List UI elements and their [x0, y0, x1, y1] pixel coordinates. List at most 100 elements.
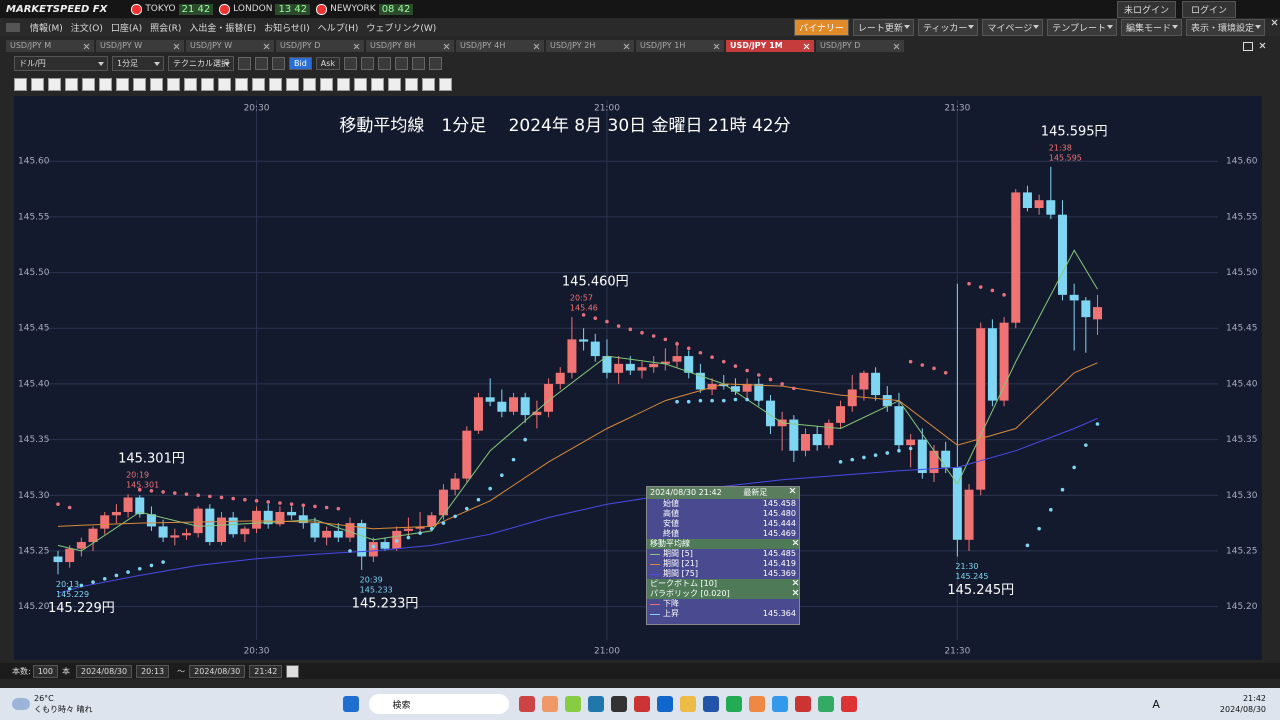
- close-icon[interactable]: [443, 43, 450, 50]
- from-date[interactable]: 2024/08/30: [75, 664, 133, 678]
- login-button[interactable]: ログイン: [1181, 0, 1236, 18]
- draw-tool-icon[interactable]: [354, 77, 367, 91]
- draw-tool-icon[interactable]: [201, 77, 214, 91]
- draw-tool-icon[interactable]: [14, 77, 27, 91]
- app-icon[interactable]: [656, 696, 673, 712]
- tool-icon[interactable]: [412, 57, 426, 70]
- draw-tool-icon[interactable]: [82, 77, 95, 91]
- draw-tool-icon[interactable]: [269, 77, 282, 91]
- chart-tab[interactable]: USD/JPY 4H: [456, 40, 544, 52]
- draw-tool-icon[interactable]: [65, 77, 78, 91]
- menu-button[interactable]: 表示・環境設定: [1185, 19, 1265, 36]
- draw-tool-icon[interactable]: [286, 77, 299, 91]
- close-icon[interactable]: [1259, 42, 1266, 49]
- close-icon[interactable]: [533, 43, 540, 50]
- tool-icon[interactable]: [395, 57, 409, 70]
- close-icon[interactable]: [792, 539, 799, 546]
- technical-select[interactable]: テクニカル選択: [168, 56, 234, 71]
- tool-icon[interactable]: [255, 57, 268, 70]
- search-box[interactable]: 検索: [368, 694, 509, 714]
- tool-icon[interactable]: [272, 57, 285, 70]
- chart-tab[interactable]: USD/JPY D: [276, 40, 364, 52]
- timeframe-select[interactable]: 1分足: [112, 56, 164, 71]
- close-icon[interactable]: [792, 579, 799, 586]
- chart-tab[interactable]: USD/JPY 2H: [546, 40, 634, 52]
- tool-icon[interactable]: [344, 57, 358, 70]
- menu-item[interactable]: 照会(R): [150, 24, 182, 34]
- ime-indicator[interactable]: A: [1152, 697, 1160, 711]
- draw-tool-icon[interactable]: [116, 77, 129, 91]
- app-icon[interactable]: [748, 696, 765, 712]
- close-icon[interactable]: [83, 43, 90, 50]
- bid-button[interactable]: Bid: [289, 57, 312, 70]
- pair-select[interactable]: ドル/円: [14, 56, 108, 71]
- draw-tool-icon[interactable]: [320, 77, 333, 91]
- draw-tool-icon[interactable]: [405, 77, 418, 91]
- chart-tab[interactable]: USD/JPY W: [96, 40, 184, 52]
- menu-item[interactable]: ウェブリンク(W): [366, 24, 437, 34]
- app-icon[interactable]: [817, 696, 834, 712]
- close-icon[interactable]: [173, 43, 180, 50]
- maximize-icon[interactable]: [1243, 41, 1253, 51]
- menu-item[interactable]: 情報(M): [30, 24, 63, 34]
- tool-icon[interactable]: [238, 57, 251, 70]
- app-icon[interactable]: [587, 696, 604, 712]
- app-icon[interactable]: [541, 696, 558, 712]
- draw-tool-icon[interactable]: [337, 77, 350, 91]
- menu-button[interactable]: バイナリー: [794, 19, 849, 36]
- app-icon[interactable]: [771, 696, 788, 712]
- close-icon[interactable]: [789, 487, 796, 494]
- close-icon[interactable]: [893, 43, 900, 50]
- chart-tab[interactable]: USD/JPY 1M: [726, 40, 814, 52]
- tool-icon[interactable]: [378, 57, 392, 70]
- draw-tool-icon[interactable]: [31, 77, 44, 91]
- draw-tool-icon[interactable]: [48, 77, 61, 91]
- chart-tab[interactable]: USD/JPY 8H: [366, 40, 454, 52]
- menu-button[interactable]: テンプレート: [1047, 19, 1117, 36]
- menu-item[interactable]: お知らせ(I): [264, 24, 310, 34]
- draw-tool-icon[interactable]: [150, 77, 163, 91]
- clock[interactable]: 21:42 2024/08/30: [1220, 693, 1266, 715]
- close-icon[interactable]: [353, 43, 360, 50]
- to-time[interactable]: 21:42: [249, 664, 283, 678]
- close-icon[interactable]: [1271, 19, 1278, 26]
- chart-tab[interactable]: USD/JPY D: [816, 40, 904, 52]
- draw-tool-icon[interactable]: [218, 77, 231, 91]
- draw-tool-icon[interactable]: [252, 77, 265, 91]
- draw-tool-icon[interactable]: [133, 77, 146, 91]
- close-icon[interactable]: [803, 43, 810, 50]
- start-button[interactable]: [342, 696, 359, 712]
- refresh-button[interactable]: [286, 664, 300, 678]
- app-icon[interactable]: [518, 696, 535, 712]
- close-icon[interactable]: [623, 43, 630, 50]
- chart-tab[interactable]: USD/JPY M: [6, 40, 94, 52]
- count[interactable]: 100: [32, 664, 58, 678]
- draw-tool-icon[interactable]: [303, 77, 316, 91]
- menu-item[interactable]: 口座(A): [110, 24, 143, 34]
- draw-tool-icon[interactable]: [371, 77, 384, 91]
- close-icon[interactable]: [792, 589, 799, 596]
- chart-tab[interactable]: USD/JPY 1H: [636, 40, 724, 52]
- draw-tool-icon[interactable]: [388, 77, 401, 91]
- app-icon[interactable]: [564, 696, 581, 712]
- tool-icon[interactable]: [429, 57, 443, 70]
- menu-item[interactable]: ヘルプ(H): [317, 24, 359, 34]
- from-time[interactable]: 20:13: [136, 664, 170, 678]
- menu-button[interactable]: レート更新: [852, 19, 914, 36]
- weather[interactable]: 26°C くもり時々 晴れ: [34, 693, 93, 715]
- chart-tab[interactable]: USD/JPY W: [186, 40, 274, 52]
- draw-tool-icon[interactable]: [99, 77, 112, 91]
- app-icon[interactable]: [633, 696, 650, 712]
- to-date[interactable]: 2024/08/30: [189, 664, 246, 678]
- close-icon[interactable]: [263, 43, 270, 50]
- app-icon[interactable]: [610, 696, 627, 712]
- app-icon[interactable]: [840, 696, 857, 712]
- app-icon[interactable]: [702, 696, 719, 712]
- close-icon[interactable]: [713, 43, 720, 50]
- ask-button[interactable]: Ask: [315, 57, 341, 70]
- draw-tool-icon[interactable]: [439, 77, 452, 91]
- draw-tool-icon[interactable]: [167, 77, 180, 91]
- menu-button[interactable]: マイページ: [982, 19, 1044, 36]
- app-icon[interactable]: [679, 696, 696, 712]
- menu-button[interactable]: ティッカー: [917, 19, 979, 36]
